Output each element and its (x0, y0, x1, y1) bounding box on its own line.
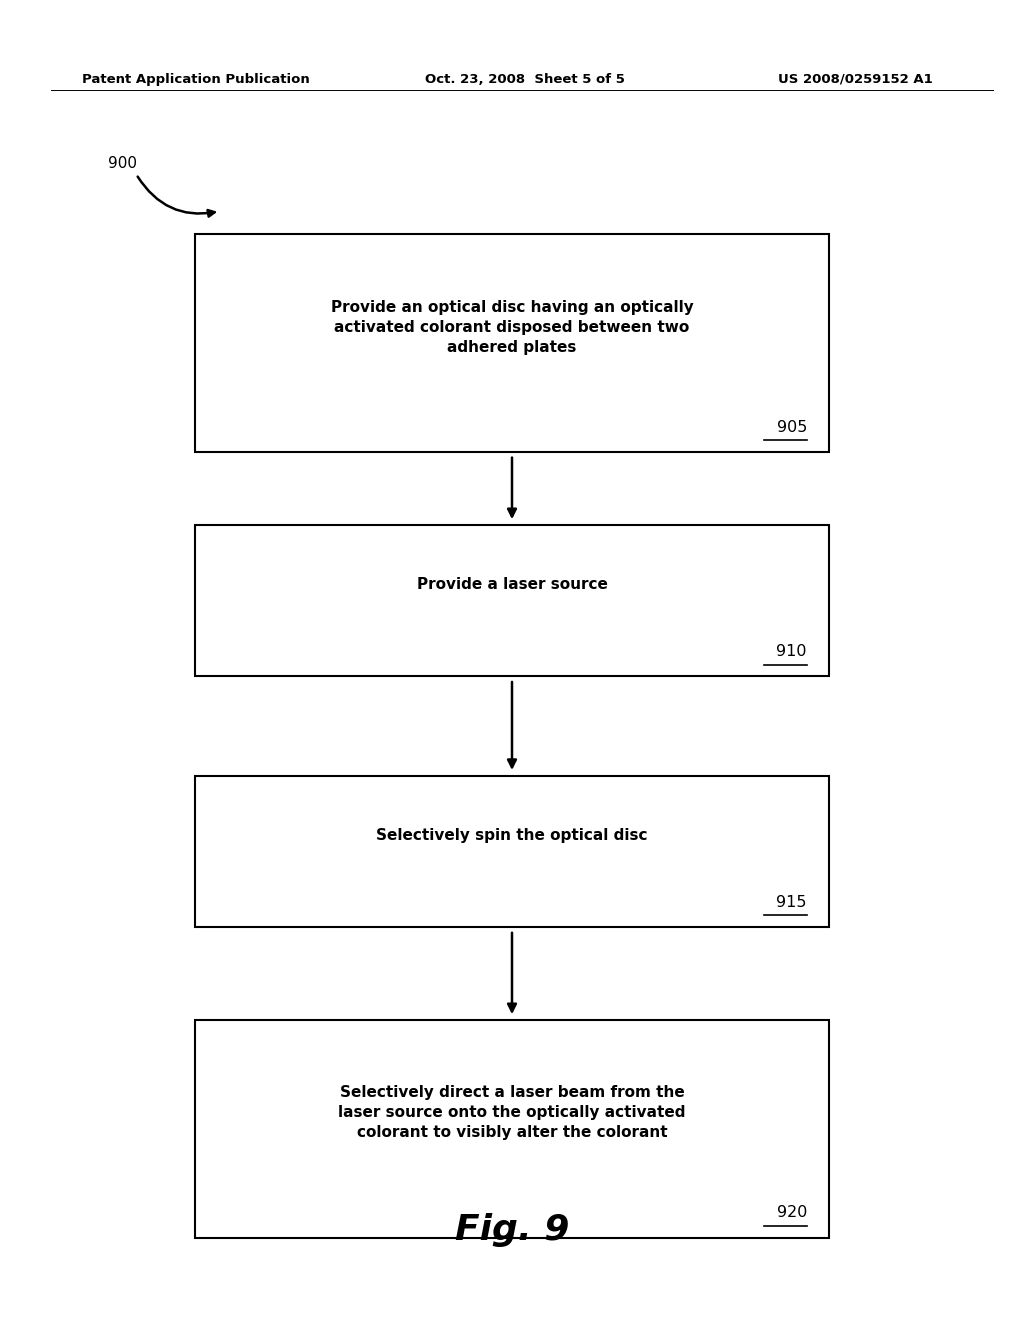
Text: Fig. 9: Fig. 9 (455, 1213, 569, 1247)
Text: 915: 915 (776, 895, 807, 911)
Text: 905: 905 (776, 420, 807, 436)
Text: 910: 910 (776, 644, 807, 659)
Bar (195, 776, 829, 927)
Text: US 2008/0259152 A1: US 2008/0259152 A1 (778, 73, 933, 86)
Text: 920: 920 (776, 1205, 807, 1220)
Text: 900: 900 (108, 156, 136, 172)
Bar (195, 235, 829, 451)
Bar (195, 1020, 829, 1238)
Text: Selectively spin the optical disc: Selectively spin the optical disc (376, 828, 648, 843)
Text: Oct. 23, 2008  Sheet 5 of 5: Oct. 23, 2008 Sheet 5 of 5 (425, 73, 625, 86)
Text: Patent Application Publication: Patent Application Publication (82, 73, 309, 86)
Bar (195, 524, 829, 676)
Text: Selectively direct a laser beam from the
laser source onto the optically activat: Selectively direct a laser beam from the… (338, 1085, 686, 1140)
Text: Provide an optical disc having an optically
activated colorant disposed between : Provide an optical disc having an optica… (331, 300, 693, 355)
Text: Provide a laser source: Provide a laser source (417, 577, 607, 593)
